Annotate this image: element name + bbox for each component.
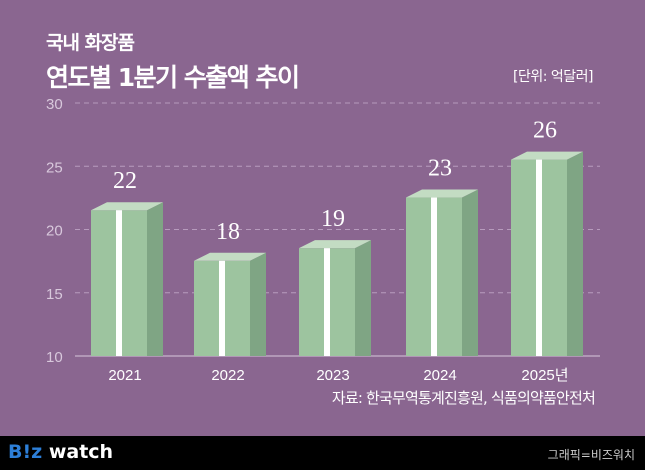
bar-band xyxy=(431,197,437,356)
bar-side xyxy=(567,151,583,356)
x-tick-label: 2023 xyxy=(316,367,349,384)
x-tick-label: 2022 xyxy=(211,367,244,384)
bizwatch-logo: B!z watch xyxy=(8,441,114,463)
data-label: 18 xyxy=(216,219,240,245)
y-tick-label: 20 xyxy=(46,223,63,240)
y-tick-label: 10 xyxy=(46,349,63,366)
bar-top xyxy=(194,252,266,261)
bar-band xyxy=(324,248,330,356)
y-tick-label: 15 xyxy=(46,286,63,303)
chart-subtitle: 국내 화장품 xyxy=(46,32,135,54)
x-tick-label: 2024 xyxy=(423,367,456,384)
bar-top xyxy=(406,189,478,198)
bar-band xyxy=(536,159,542,356)
bar-top xyxy=(299,240,371,249)
bar-side xyxy=(355,240,371,356)
bar-band xyxy=(116,210,122,356)
x-tick-label: 2025년 xyxy=(521,367,568,384)
graphic-credit: 그래픽=비즈워치 xyxy=(547,448,635,462)
bar-chart: 10 15 20 25 30 22 2021 18 2022 19 2023 23 2024 26 2025… xyxy=(46,96,600,384)
footer-bar: B!z watch 그래픽=비즈워치 xyxy=(0,436,645,470)
y-tick-label: 30 xyxy=(46,96,63,113)
bar-side xyxy=(462,189,478,356)
bar-side xyxy=(147,202,163,356)
unit-label: [단위: 억달러] xyxy=(513,69,594,85)
bar-band xyxy=(219,260,225,356)
y-tick-label: 25 xyxy=(46,159,63,176)
data-label: 22 xyxy=(113,168,137,194)
chart-title: 연도별 1분기 수출액 추이 xyxy=(46,63,300,92)
data-label: 23 xyxy=(428,156,452,182)
bar-side xyxy=(250,252,266,356)
data-label: 19 xyxy=(321,206,345,232)
bar-top xyxy=(91,202,163,211)
x-tick-label: 2021 xyxy=(108,367,141,384)
bar-top xyxy=(511,151,583,160)
data-label: 26 xyxy=(533,118,557,144)
source-note: 자료: 한국무역통계진흥원, 식품의약품안전처 xyxy=(331,389,596,407)
